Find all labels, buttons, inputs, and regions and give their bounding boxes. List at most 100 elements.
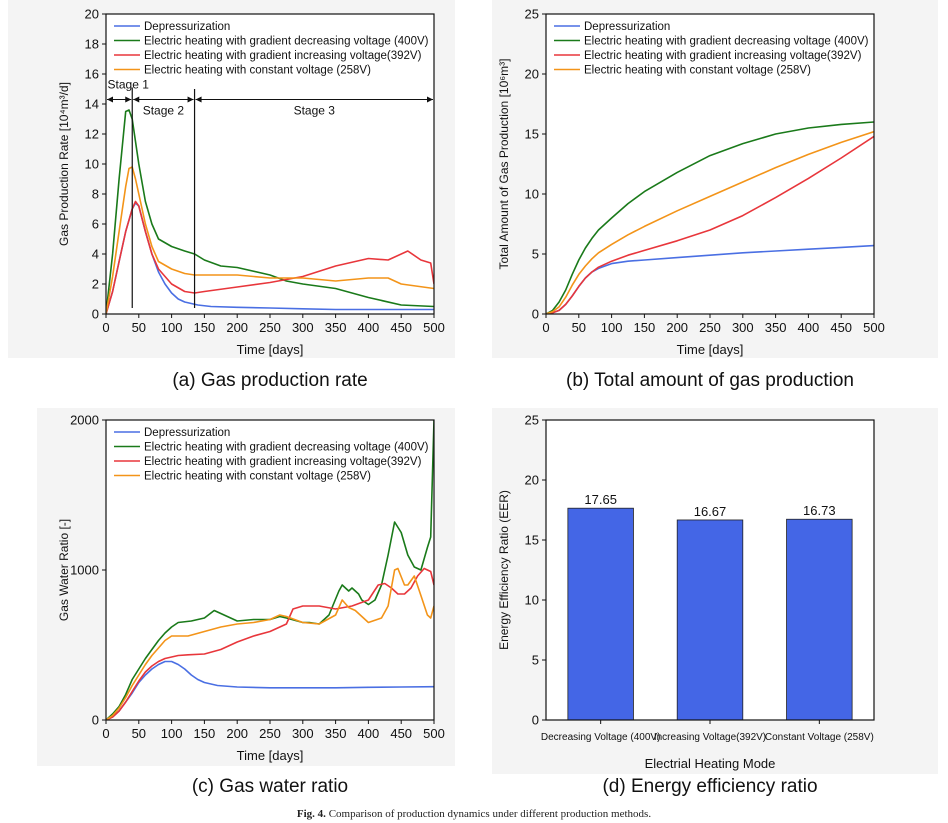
x-tick-label: 300 [732, 320, 754, 335]
x-axis-label: Time [days] [237, 748, 304, 763]
stage1-label: Stage 1 [108, 78, 150, 92]
stage-arrowhead-left [133, 96, 140, 103]
subtitle-d: (d) Energy efficiency ratio [602, 776, 818, 797]
y-tick-label: 5 [532, 653, 539, 668]
y-tick-label: 14 [85, 97, 99, 112]
x-tick-label: 400 [358, 320, 380, 335]
x-category-label-1: Increasing Voltage(392V) [654, 732, 766, 743]
legend-label-con: Electric heating with constant voltage (… [584, 65, 811, 77]
x-tick-label: 150 [194, 726, 216, 741]
y-tick-label: 4 [92, 247, 99, 262]
legend-label-inc: Electric heating with gradient increasin… [584, 50, 862, 62]
y-tick-label: 18 [85, 37, 99, 52]
x-tick-label: 50 [572, 320, 586, 335]
y-tick-label: 20 [85, 7, 99, 22]
legend-label-inc: Electric heating with gradient increasin… [144, 50, 422, 62]
y-tick-label: 1000 [70, 563, 99, 578]
y-tick-label: 12 [85, 127, 99, 142]
plot-area [106, 14, 434, 314]
y-tick-label: 0 [92, 713, 99, 728]
stage-arrowhead-right [187, 96, 194, 103]
stage-arrowhead-left [195, 96, 202, 103]
x-tick-label: 50 [132, 726, 146, 741]
y-tick-label: 0 [532, 713, 539, 728]
y-tick-label: 15 [525, 127, 539, 142]
chart-c: 0 1000 2000 Gas Water Ratio [-] 0 50 100 150 200… [37, 408, 455, 766]
y-tick-label: 10 [525, 593, 539, 608]
y-tick-label: 2000 [70, 413, 99, 428]
figure-caption-text: Comparison of production dynamics under … [328, 808, 652, 820]
stage2-label: Stage 2 [143, 104, 185, 118]
x-tick-label: 200 [226, 320, 248, 335]
x-axis-label: Electrial Heating Mode [645, 756, 776, 771]
x-tick-label: 250 [259, 320, 281, 335]
x-tick-label: 450 [390, 320, 412, 335]
series-line-dec [546, 121, 874, 314]
series-line-inc [546, 135, 874, 314]
stage-arrowhead-left [107, 96, 113, 103]
subtitle-b: (b) Total amount of gas production [566, 370, 854, 391]
x-tick-label: 150 [194, 320, 216, 335]
plot-area [106, 420, 434, 720]
x-tick-label: 100 [601, 320, 623, 335]
legend-label-dep: Depressurization [144, 21, 230, 33]
legend-label-dep: Depressurization [584, 21, 670, 33]
x-axis-label: Time [days] [237, 342, 304, 357]
x-tick-label: 400 [798, 320, 820, 335]
x-tick-label: 250 [259, 726, 281, 741]
y-tick-label: 0 [92, 307, 99, 322]
legend-label-con: Electric heating with constant voltage (… [144, 65, 371, 77]
bar-0 [567, 507, 634, 721]
x-tick-label: 0 [102, 726, 109, 741]
x-tick-label: 500 [863, 320, 885, 335]
x-tick-label: 450 [830, 320, 852, 335]
x-tick-label: 450 [390, 726, 412, 741]
chart-a: 0 2 4 6 8 10 12 14 16 18 20 Gas Production Rate [10… [8, 0, 455, 358]
legend-label-dec: Electric heating with gradient decreasin… [584, 36, 869, 48]
bar-2 [786, 518, 853, 721]
y-tick-label: 10 [525, 187, 539, 202]
x-category-label-2: Constant Voltage (258V) [765, 732, 874, 743]
plot-frame [545, 419, 875, 721]
figure-caption-label: Fig. 4. [296, 808, 326, 820]
legend-label-inc: Electric heating with gradient increasin… [144, 456, 422, 468]
figure-caption: Fig. 4. Comparison of production dynamic… [0, 808, 948, 820]
chart-d: 0 5 10 15 20 25 Energy Efficiency Ratio (EER) 1… [492, 408, 938, 774]
y-tick-label: 0 [532, 307, 539, 322]
x-tick-label: 500 [423, 320, 445, 335]
y-tick-label: 10 [85, 157, 99, 172]
y-tick-label: 15 [525, 533, 539, 548]
series-line-dec [106, 109, 434, 314]
x-axis-label: Time [days] [677, 342, 744, 357]
x-tick-label: 0 [542, 320, 549, 335]
plot-frame [105, 419, 435, 721]
y-axis-label: Gas Production Rate [10⁴m³/d] [57, 82, 71, 246]
series-line-inc [106, 567, 434, 720]
x-tick-label: 300 [292, 726, 314, 741]
bar-value-label-2: 16.73 [803, 503, 836, 518]
x-tick-label: 400 [358, 726, 380, 741]
bar-value-label-0: 17.65 [584, 492, 617, 507]
legend-label-dec: Electric heating with gradient decreasin… [144, 36, 429, 48]
x-tick-label: 200 [666, 320, 688, 335]
x-category-label-0: Decreasing Voltage (400V) [541, 732, 661, 743]
series-line-con [106, 166, 434, 314]
subtitle-a: (a) Gas production rate [172, 370, 368, 391]
x-tick-label: 0 [102, 320, 109, 335]
x-tick-label: 350 [765, 320, 787, 335]
stage-arrowhead-right [125, 96, 132, 103]
series-line-con [546, 130, 874, 314]
subtitle-c: (c) Gas water ratio [191, 776, 349, 797]
x-tick-label: 300 [292, 320, 314, 335]
y-tick-label: 6 [92, 217, 99, 232]
x-tick-label: 100 [161, 320, 183, 335]
y-tick-label: 20 [525, 473, 539, 488]
y-axis-label: Gas Water Ratio [-] [57, 519, 71, 621]
y-tick-label: 16 [85, 67, 99, 82]
x-tick-label: 250 [699, 320, 721, 335]
y-tick-label: 25 [525, 413, 539, 428]
y-tick-label: 5 [532, 247, 539, 262]
stage3-label: Stage 3 [294, 104, 336, 118]
y-axis-label: Energy Efficiency Ratio (EER) [497, 490, 511, 650]
